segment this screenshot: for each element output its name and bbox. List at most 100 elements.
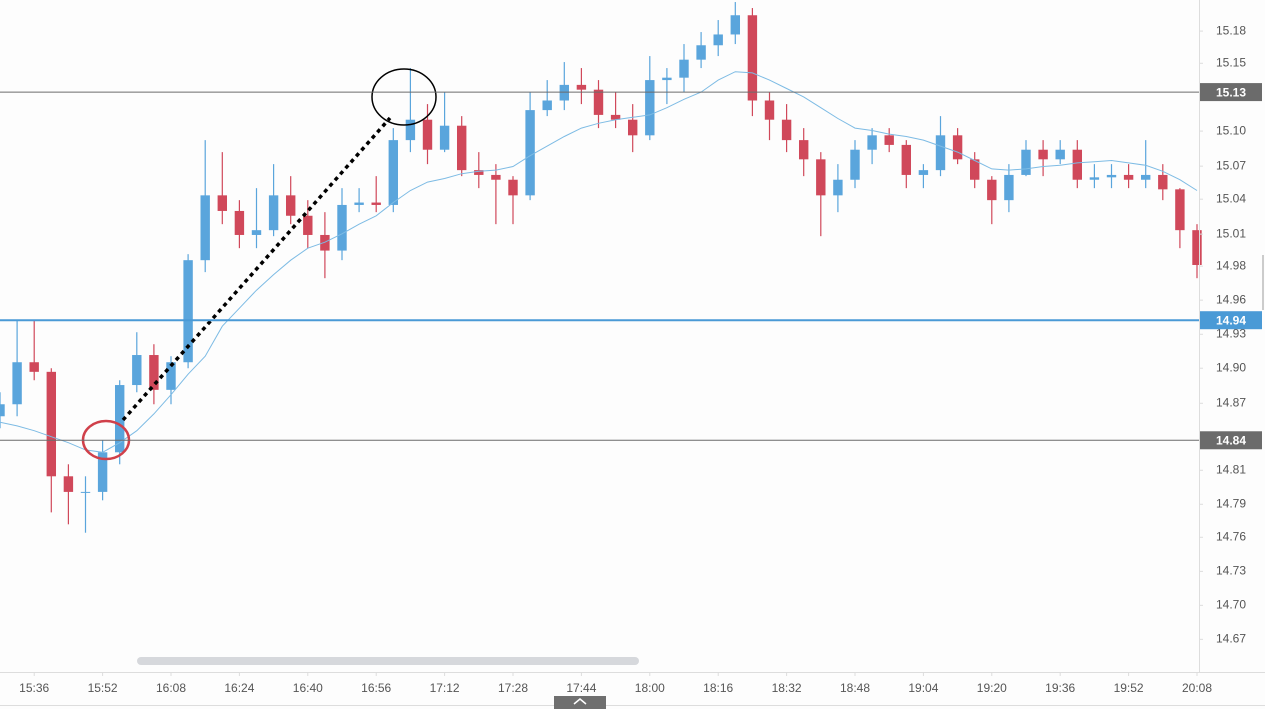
candle-body xyxy=(508,179,518,196)
candle-body xyxy=(1089,177,1100,180)
candle-body xyxy=(662,77,672,81)
candle-body xyxy=(542,100,552,111)
plot-area xyxy=(0,2,1202,533)
price-label: 14.84 xyxy=(1216,433,1246,447)
candle-body xyxy=(576,84,587,90)
candle-body xyxy=(0,404,5,417)
candle-body xyxy=(422,119,433,150)
candle-body xyxy=(1055,149,1065,160)
candle-body xyxy=(525,110,535,196)
x-tick-label: 20:08 xyxy=(1182,681,1212,695)
candle-body xyxy=(593,89,604,115)
candle-body xyxy=(97,452,108,492)
candle-body xyxy=(200,195,210,261)
y-tick-label: 14.90 xyxy=(1216,360,1246,374)
candle-body xyxy=(610,114,621,120)
candle-body xyxy=(730,15,741,35)
y-tick-label: 14.87 xyxy=(1216,395,1246,409)
candle-body xyxy=(166,362,176,390)
x-tick-label: 19:36 xyxy=(1045,681,1075,695)
candle-body xyxy=(764,100,775,120)
candle-body xyxy=(114,385,125,453)
circle-marker xyxy=(371,68,437,126)
candle-body xyxy=(1158,174,1168,190)
x-tick-label: 16:08 xyxy=(156,681,186,695)
candle-body xyxy=(1175,189,1185,231)
x-tick-label: 15:36 xyxy=(19,681,49,695)
price-label: 14.94 xyxy=(1216,313,1246,327)
x-tick-label: 18:00 xyxy=(635,681,665,695)
candle-body xyxy=(1038,149,1048,160)
candle-body xyxy=(439,125,450,150)
candle-body xyxy=(63,476,74,492)
y-tick-label: 15.01 xyxy=(1216,226,1246,240)
y-tick-label: 15.18 xyxy=(1216,23,1246,37)
candle-body xyxy=(337,204,347,251)
candle-body xyxy=(234,210,245,235)
x-tick-label: 18:32 xyxy=(772,681,802,695)
candle-body xyxy=(1021,149,1031,175)
candle-body xyxy=(1140,174,1151,180)
x-tick-label: 17:44 xyxy=(566,681,596,695)
trend-line xyxy=(121,116,392,422)
y-tick-label: 15.07 xyxy=(1216,158,1246,172)
candle-body xyxy=(285,195,296,216)
candle-body xyxy=(987,179,997,201)
expand-button[interactable] xyxy=(554,696,606,709)
candle-body xyxy=(371,202,381,205)
expand-arrow xyxy=(573,698,587,705)
y-tick-label: 14.98 xyxy=(1216,258,1246,272)
x-tick-label: 16:56 xyxy=(361,681,391,695)
candle-body xyxy=(867,135,877,150)
candle-body xyxy=(388,140,399,205)
candle-body xyxy=(918,170,929,175)
candle-body xyxy=(29,362,39,372)
scrollbar[interactable] xyxy=(137,657,639,665)
candle-body xyxy=(1192,230,1202,265)
candle-body xyxy=(781,119,792,141)
price-label-box xyxy=(1200,83,1262,102)
candle-body xyxy=(833,179,843,196)
candle-body xyxy=(405,119,416,141)
candle-body xyxy=(747,15,758,101)
x-tick-label: 19:52 xyxy=(1114,681,1144,695)
candle-body xyxy=(935,135,946,171)
price-label-box xyxy=(1200,311,1262,330)
candle-body xyxy=(559,84,570,101)
candle-body xyxy=(850,149,860,180)
x-tick-label: 17:12 xyxy=(430,681,460,695)
candle-body xyxy=(303,215,313,235)
y-tick-label: 14.79 xyxy=(1216,496,1246,510)
candle-body xyxy=(901,144,912,175)
candle-body xyxy=(1123,174,1134,180)
x-tick-label: 15:52 xyxy=(88,681,118,695)
y-tick-label: 15.15 xyxy=(1216,55,1246,69)
y-tick-label: 14.73 xyxy=(1216,564,1246,578)
price-label-box xyxy=(1200,431,1262,450)
x-tick-label: 16:24 xyxy=(224,681,254,695)
candle-body xyxy=(884,135,894,145)
candle-body xyxy=(80,491,91,493)
candle-body xyxy=(251,230,262,235)
candle-body xyxy=(713,34,723,46)
candle-body xyxy=(46,371,57,477)
candle-body xyxy=(1004,174,1014,201)
candle-body xyxy=(12,362,22,405)
candle-body xyxy=(354,202,364,205)
candle-body xyxy=(696,45,706,60)
candle-body xyxy=(1072,149,1083,180)
moving-average xyxy=(0,71,1198,453)
candle-body xyxy=(132,355,142,386)
candle-body xyxy=(217,195,228,211)
candle-body xyxy=(952,135,963,160)
candle-body xyxy=(491,174,501,180)
y-tick-label: 15.10 xyxy=(1216,123,1246,137)
candle-body xyxy=(627,119,638,136)
price-label: 15.13 xyxy=(1216,85,1246,99)
candle-body xyxy=(456,125,467,171)
candle-body xyxy=(969,159,980,180)
candle-body xyxy=(645,80,655,136)
x-tick-label: 17:28 xyxy=(498,681,528,695)
y-tick-label: 14.81 xyxy=(1216,462,1246,476)
